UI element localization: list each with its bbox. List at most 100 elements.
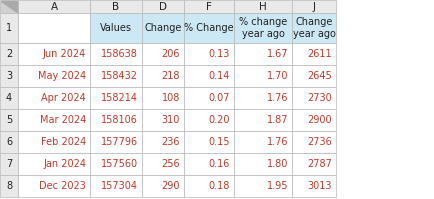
Text: 236: 236 (161, 137, 180, 147)
Text: 1.70: 1.70 (266, 71, 287, 81)
Text: Apr 2024: Apr 2024 (41, 93, 86, 103)
Text: 218: 218 (161, 71, 180, 81)
Text: 310: 310 (161, 115, 180, 125)
Bar (141, 43, 184, 65)
Bar (18, 153, 90, 175)
Text: 157304: 157304 (101, 181, 138, 191)
Text: 157796: 157796 (101, 137, 138, 147)
Bar (141, 65, 184, 87)
Text: H: H (259, 2, 266, 12)
Text: 1.67: 1.67 (266, 49, 287, 59)
Text: % change
year ago: % change year ago (238, 17, 286, 39)
Text: 290: 290 (161, 181, 180, 191)
Bar (90, 175, 141, 197)
Bar (18, 131, 90, 153)
Bar (18, 43, 90, 65)
Text: 7: 7 (6, 159, 12, 169)
Bar (184, 13, 233, 43)
Bar (18, 0, 90, 13)
Bar (184, 87, 233, 109)
Text: 0.16: 0.16 (208, 159, 230, 169)
Bar (18, 13, 90, 43)
Text: Change: Change (144, 23, 181, 33)
Text: 1.76: 1.76 (266, 137, 287, 147)
Bar (0, 131, 18, 153)
Text: May 2024: May 2024 (38, 71, 86, 81)
Bar (184, 65, 233, 87)
Text: 108: 108 (161, 93, 180, 103)
Bar (291, 13, 335, 43)
Bar (233, 153, 291, 175)
Bar (90, 153, 141, 175)
Text: % Change: % Change (184, 23, 233, 33)
Text: 0.14: 0.14 (208, 71, 230, 81)
Text: 157560: 157560 (101, 159, 138, 169)
Text: 2900: 2900 (307, 115, 331, 125)
Bar (291, 109, 335, 131)
Text: 206: 206 (161, 49, 180, 59)
Bar (291, 87, 335, 109)
Bar (0, 175, 18, 197)
Bar (291, 153, 335, 175)
Text: 0.15: 0.15 (208, 137, 230, 147)
Bar (0, 153, 18, 175)
Bar (0, 43, 18, 65)
Bar (291, 175, 335, 197)
Text: Jan 2024: Jan 2024 (43, 159, 86, 169)
Text: 158106: 158106 (101, 115, 138, 125)
Bar (233, 13, 291, 43)
Text: F: F (206, 2, 211, 12)
Text: 1: 1 (6, 23, 12, 33)
Text: Dec 2023: Dec 2023 (39, 181, 86, 191)
Bar (90, 0, 141, 13)
Bar (0, 0, 18, 13)
Bar (18, 109, 90, 131)
Bar (141, 13, 184, 43)
Bar (0, 65, 18, 87)
Bar (90, 43, 141, 65)
Bar (291, 43, 335, 65)
Text: 4: 4 (6, 93, 12, 103)
Bar (0, 87, 18, 109)
Bar (0, 109, 18, 131)
Text: 1.87: 1.87 (266, 115, 287, 125)
Bar (184, 43, 233, 65)
Bar (233, 175, 291, 197)
Text: 158638: 158638 (101, 49, 138, 59)
Text: 0.13: 0.13 (208, 49, 230, 59)
Bar (141, 175, 184, 197)
Text: Mar 2024: Mar 2024 (39, 115, 86, 125)
Polygon shape (1, 1, 17, 12)
Text: 5: 5 (6, 115, 12, 125)
Text: 0.20: 0.20 (208, 115, 230, 125)
Bar (141, 87, 184, 109)
Bar (233, 43, 291, 65)
Text: 1.95: 1.95 (266, 181, 287, 191)
Text: 0.18: 0.18 (208, 181, 230, 191)
Bar (0, 13, 18, 43)
Text: 2730: 2730 (306, 93, 331, 103)
Bar (233, 87, 291, 109)
Bar (90, 65, 141, 87)
Text: 3013: 3013 (307, 181, 331, 191)
Text: 2736: 2736 (306, 137, 331, 147)
Text: Values: Values (100, 23, 132, 33)
Bar (233, 109, 291, 131)
Bar (141, 0, 184, 13)
Bar (184, 175, 233, 197)
Text: 1.80: 1.80 (266, 159, 287, 169)
Bar (141, 131, 184, 153)
Text: 1.76: 1.76 (266, 93, 287, 103)
Text: 158432: 158432 (101, 71, 138, 81)
Bar (233, 65, 291, 87)
Text: Feb 2024: Feb 2024 (41, 137, 86, 147)
Bar (184, 153, 233, 175)
Bar (141, 109, 184, 131)
Text: Change
year ago: Change year ago (292, 17, 335, 39)
Text: 256: 256 (161, 159, 180, 169)
Bar (184, 131, 233, 153)
Bar (90, 87, 141, 109)
Bar (18, 65, 90, 87)
Bar (233, 0, 291, 13)
Bar (291, 65, 335, 87)
